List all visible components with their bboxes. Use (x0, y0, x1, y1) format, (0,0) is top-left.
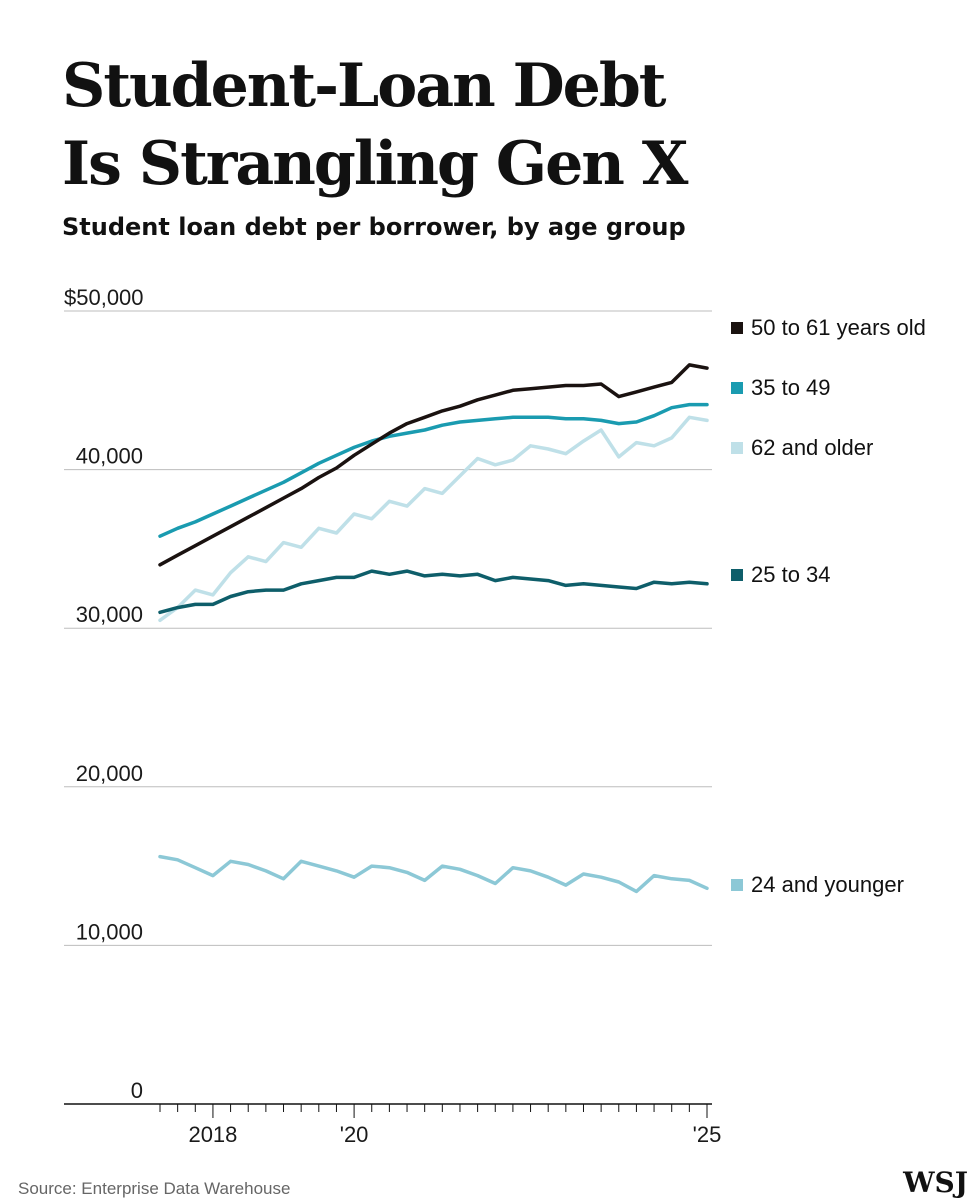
y-tick-label: 0 (131, 1078, 143, 1103)
legend-label: 24 and younger (751, 872, 904, 897)
y-tick-label: 30,000 (76, 602, 143, 627)
chart-subtitle: Student loan debt per borrower, by age g… (62, 213, 686, 241)
legend-swatch (731, 879, 743, 891)
legend-item: 24 and younger (731, 872, 904, 897)
legend-item: 35 to 49 (731, 375, 831, 400)
x-tick-label: '20 (340, 1122, 369, 1147)
y-tick-label: 10,000 (76, 919, 143, 944)
series-line-0 (158, 363, 709, 567)
legend-item: 25 to 34 (731, 562, 831, 587)
y-tick-labels: 0 10,000 20,000 30,000 40,000 $50,000 (64, 285, 144, 1103)
y-tick-label: $50,000 (64, 285, 144, 310)
series-lines (158, 363, 709, 894)
x-tick-label: '25 (693, 1122, 722, 1147)
wsj-logo: WSJ (902, 1166, 968, 1199)
legend-swatch (731, 322, 743, 334)
y-tick-label: 20,000 (76, 761, 143, 786)
series-line-2 (158, 415, 709, 623)
legend-label: 25 to 34 (751, 562, 831, 587)
series-line-3 (158, 569, 709, 615)
chart-title-line-1: Student-Loan Debt (62, 51, 667, 121)
series-line-4 (158, 854, 709, 894)
legend-swatch (731, 382, 743, 394)
gridlines (64, 310, 712, 946)
legend-label: 62 and older (751, 435, 873, 460)
legend: 50 to 61 years old 35 to 49 62 and older 25… (731, 315, 926, 897)
legend-item: 50 to 61 years old (731, 315, 926, 340)
legend-swatch (731, 442, 743, 454)
series-line-1 (158, 402, 709, 538)
x-axis: 2018 '20 '25 (64, 1103, 722, 1147)
legend-swatch (731, 569, 743, 581)
chart-title-line-2: Is Strangling Gen X (62, 129, 689, 199)
legend-label: 35 to 49 (751, 375, 831, 400)
legend-label: 50 to 61 years old (751, 315, 926, 340)
x-tick-label: 2018 (188, 1122, 237, 1147)
source-note: Source: Enterprise Data Warehouse (18, 1179, 290, 1198)
y-tick-label: 40,000 (76, 444, 143, 469)
legend-item: 62 and older (731, 435, 873, 460)
